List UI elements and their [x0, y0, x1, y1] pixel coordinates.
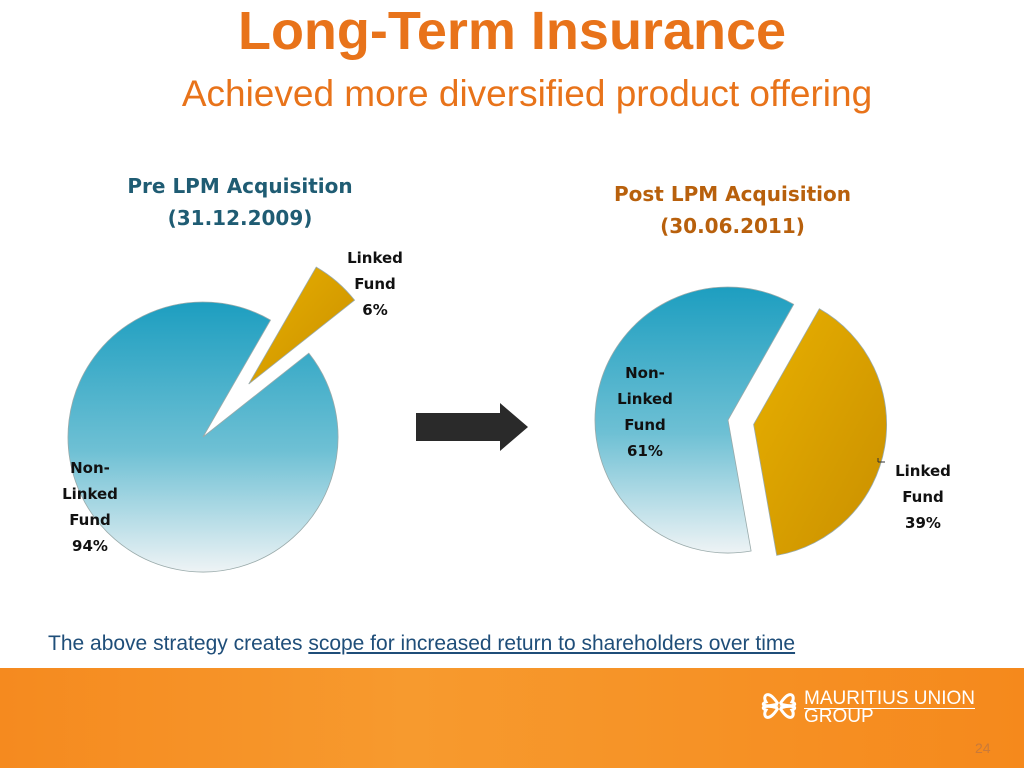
label-value: 39% — [905, 514, 941, 532]
post-label-non-linked: Non- Linked Fund 61% — [610, 360, 680, 464]
label-line: Fund — [902, 488, 944, 506]
page-number: 24 — [975, 740, 991, 756]
pre-chart-date: (31.12.2009) — [167, 206, 313, 230]
note-emphasis: scope for increased return to shareholde… — [308, 632, 796, 655]
post-chart-title: Post LPM Acquisition (30.06.2011) — [600, 178, 865, 242]
clover-logo-icon — [761, 693, 797, 719]
leader-line — [877, 458, 885, 463]
pre-slice-linked — [248, 266, 356, 385]
label-line: Fund — [624, 416, 666, 434]
pre-label-non-linked: Non- Linked Fund 94% — [60, 455, 120, 559]
label-line: Linked — [62, 485, 118, 503]
logo-line-2: GROUP — [804, 706, 874, 727]
note-prefix: The above strategy creates — [48, 632, 309, 655]
logo-line-1: MAURITIUS UNION — [804, 688, 975, 709]
pre-chart-title: Pre LPM Acquisition (31.12.2009) — [120, 170, 360, 234]
slide-subtitle: Achieved more diversified product offeri… — [181, 73, 873, 114]
post-chart-date: (30.06.2011) — [660, 214, 805, 238]
post-label-linked: Linked Fund 39% — [888, 458, 958, 536]
label-value: 6% — [362, 301, 388, 319]
next-arrow-icon — [416, 403, 528, 451]
label-line: Non- — [625, 364, 665, 382]
pre-label-linked: Linked Fund 6% — [340, 245, 410, 323]
strategy-note: The above strategy creates scope for inc… — [48, 632, 795, 656]
footer-band — [0, 668, 1024, 768]
pre-slice-non-linked — [67, 301, 339, 573]
pre-chart-title-text: Pre LPM Acquisition — [127, 174, 353, 198]
label-line: Linked — [895, 462, 951, 480]
label-line: Non- — [70, 459, 110, 477]
label-line: Fund — [69, 511, 111, 529]
label-line: Linked — [347, 249, 403, 267]
label-line: Linked — [617, 390, 673, 408]
label-value: 61% — [627, 442, 663, 460]
label-line: Fund — [354, 275, 396, 293]
label-value: 94% — [72, 537, 108, 555]
post-slice-non-linked — [594, 286, 795, 554]
post-slice-linked — [753, 308, 887, 556]
slide-title: Long-Term Insurance — [237, 1, 787, 61]
post-chart-title-text: Post LPM Acquisition — [614, 182, 851, 206]
